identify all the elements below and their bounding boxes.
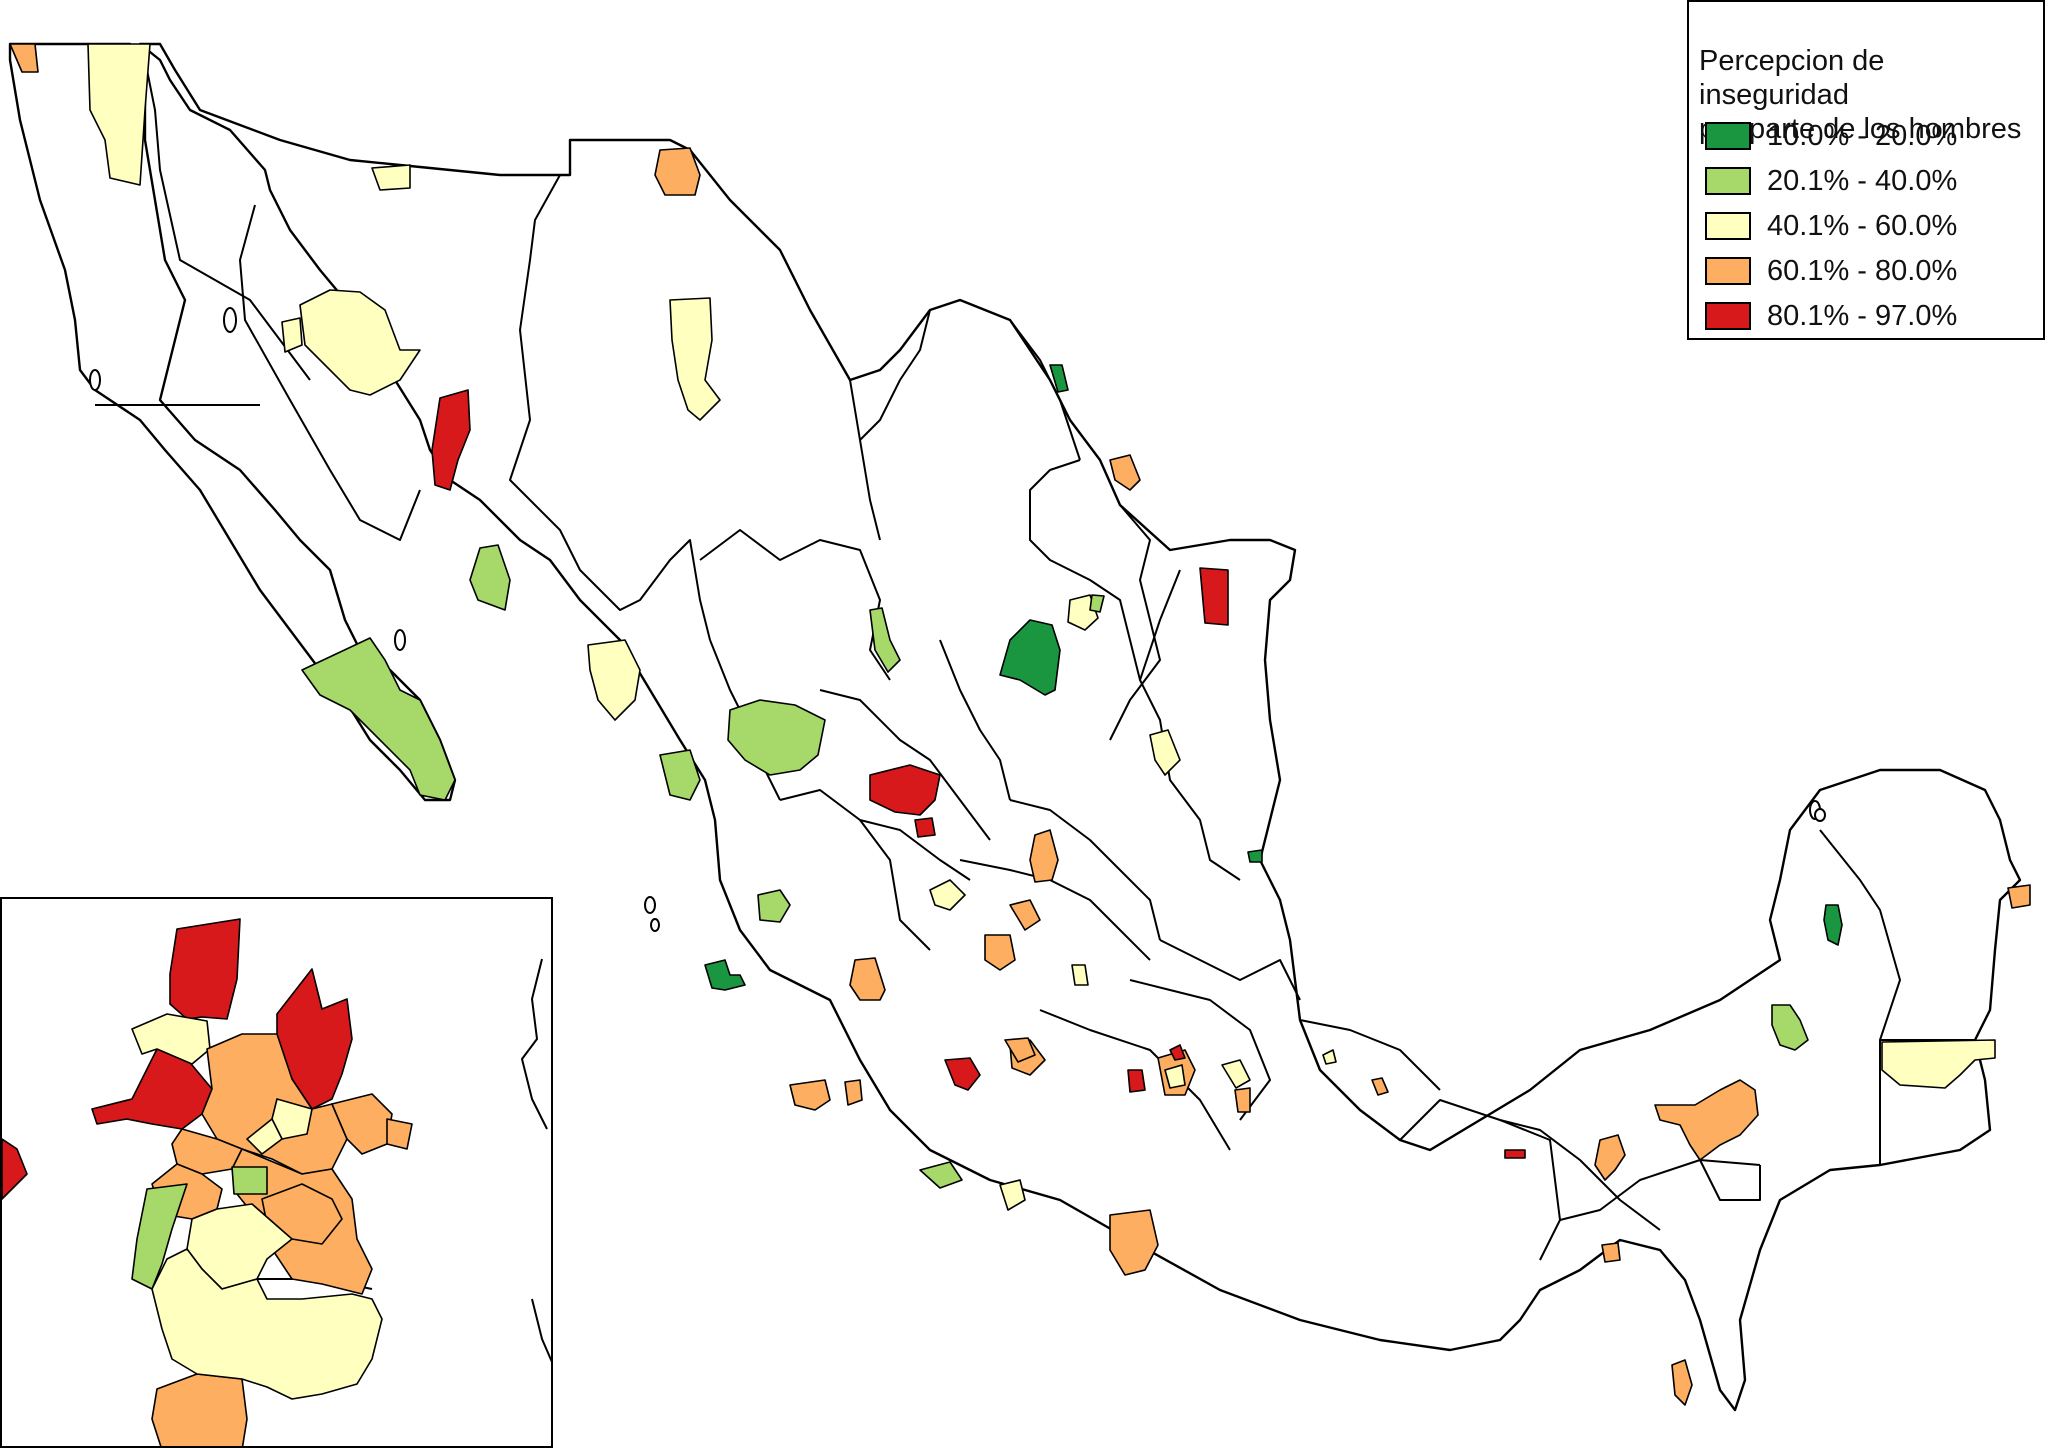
mun-class-4 — [1009, 899, 1041, 931]
mun-class-4 — [1109, 454, 1141, 491]
legend-label: 60.1% - 80.0% — [1767, 254, 1958, 287]
legend-box: Percepcion de inseguridad por parte de l… — [1687, 0, 2045, 340]
mun-class-5 — [431, 389, 471, 491]
municipalities — [9, 43, 2031, 1406]
legend-label: 10.0% - 20.0% — [1767, 119, 1958, 152]
inset-mun-class-3 — [151, 1248, 383, 1400]
islands — [89, 307, 1826, 932]
mun-class-3 — [87, 43, 151, 186]
mun-class-4 — [1371, 1077, 1389, 1096]
legend-swatch — [1705, 302, 1751, 330]
legend-title: Percepcion de inseguridad por parte de l… — [1699, 44, 2039, 146]
mun-class-3 — [1221, 1059, 1251, 1089]
mun-class-1 — [1823, 904, 1843, 946]
mun-class-3 — [1881, 1039, 1996, 1089]
mun-class-5 — [869, 764, 941, 816]
inset-mun-class-2 — [131, 1183, 188, 1290]
mun-class-2 — [1089, 594, 1105, 613]
mun-class-3 — [371, 164, 411, 191]
legend-swatch — [1705, 257, 1751, 285]
inset-svg — [2, 918, 551, 1446]
legend-row: 80.1% - 97.0% — [1705, 300, 1957, 332]
mun-class-4 — [1654, 1079, 1759, 1161]
mun-class-1 — [1049, 364, 1069, 393]
mun-class-2 — [919, 1161, 963, 1189]
legend-swatch — [1705, 122, 1751, 150]
mun-class-4 — [849, 957, 886, 1001]
mun-class-5 — [1504, 1149, 1526, 1159]
mun-class-1 — [999, 619, 1061, 696]
mun-class-4 — [1004, 1037, 1036, 1063]
mun-class-3 — [669, 297, 721, 421]
legend-row: 20.1% - 40.0% — [1705, 165, 1957, 197]
mun-class-5 — [944, 1057, 981, 1091]
mun-class-3 — [999, 1179, 1026, 1211]
inset-mun-red-edge — [2, 1138, 28, 1200]
mun-class-4 — [789, 1079, 831, 1111]
mun-class-5 — [1199, 567, 1229, 626]
mun-class-4 — [654, 147, 701, 196]
legend-swatch — [1705, 167, 1751, 195]
legend-label: 80.1% - 97.0% — [1767, 299, 1958, 332]
mun-class-1 — [1247, 849, 1263, 863]
legend-row: 10.0% - 20.0% — [1705, 120, 1957, 152]
legend-title-line1: Percepcion de inseguridad — [1699, 45, 1885, 111]
legend-title-line2: por parte de los hombres — [1699, 113, 2022, 145]
mun-class-3 — [1149, 729, 1181, 776]
mun-class-2 — [301, 637, 456, 801]
inset-mun-class-2 — [231, 1166, 268, 1195]
inset-mun-class-3 — [131, 1013, 211, 1065]
mun-class-4 — [9, 43, 39, 73]
mun-class-4 — [984, 934, 1016, 971]
legend-label: 40.1% - 60.0% — [1767, 209, 1958, 242]
mun-class-2 — [659, 749, 701, 801]
legend-swatch — [1705, 212, 1751, 240]
mun-class-4 — [1671, 1359, 1693, 1406]
mun-class-2 — [869, 607, 901, 673]
legend-label: 20.1% - 40.0% — [1767, 164, 1958, 197]
mun-class-2 — [727, 699, 826, 776]
inset-mun-class-4 — [171, 1128, 243, 1175]
mun-class-4 — [2007, 884, 2031, 909]
mun-class-5 — [914, 817, 936, 838]
mun-class-3 — [1164, 1064, 1186, 1089]
inset-mun-class-4 — [151, 1373, 248, 1446]
mun-class-3 — [299, 289, 421, 396]
mun-class-3 — [587, 639, 641, 721]
mun-class-3 — [1071, 964, 1089, 986]
mun-class-4 — [1594, 1134, 1626, 1181]
inset-mun-class-4 — [386, 1118, 413, 1150]
inset-map-cdmx — [0, 897, 553, 1448]
mun-class-2 — [757, 889, 791, 923]
mun-class-4 — [1601, 1242, 1621, 1263]
legend-row: 40.1% - 60.0% — [1705, 210, 1957, 242]
inset-mun-class-3 — [271, 1098, 313, 1140]
mun-class-4 — [844, 1079, 863, 1106]
mun-class-2 — [1771, 1004, 1809, 1051]
inset-mun-class-5 — [169, 918, 241, 1020]
legend-row: 60.1% - 80.0% — [1705, 255, 1957, 287]
mun-class-5 — [1169, 1044, 1186, 1061]
mun-class-3 — [929, 879, 966, 911]
mun-class-3 — [1322, 1049, 1337, 1065]
mun-class-5 — [1127, 1069, 1146, 1093]
mun-class-4 — [1234, 1087, 1251, 1113]
mun-class-4 — [1109, 1209, 1159, 1276]
inset-mun-class-3 — [246, 1118, 283, 1155]
mun-class-1 — [704, 959, 746, 991]
mun-class-3 — [281, 317, 303, 353]
mun-class-2 — [469, 544, 511, 611]
mun-class-4 — [1029, 829, 1059, 883]
